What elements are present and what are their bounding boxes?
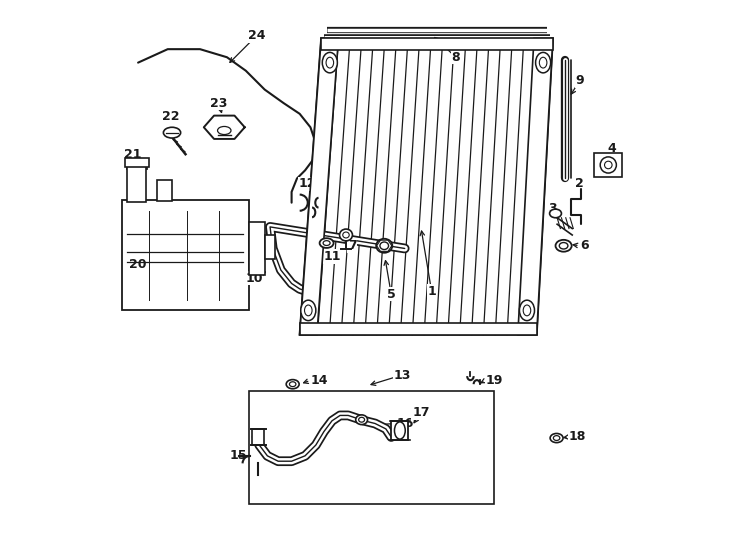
Ellipse shape bbox=[550, 209, 562, 218]
Polygon shape bbox=[517, 38, 553, 335]
Text: 9: 9 bbox=[575, 74, 584, 87]
Bar bbox=[249, 391, 493, 504]
Text: 13: 13 bbox=[393, 368, 411, 382]
Text: 8: 8 bbox=[451, 51, 460, 64]
Ellipse shape bbox=[600, 157, 617, 173]
Text: 4: 4 bbox=[608, 143, 617, 156]
Bar bbox=[249, 221, 265, 275]
Polygon shape bbox=[321, 38, 553, 50]
Text: 2: 2 bbox=[575, 177, 584, 190]
Text: 24: 24 bbox=[248, 29, 265, 42]
Text: 18: 18 bbox=[569, 430, 586, 443]
Text: 17: 17 bbox=[412, 406, 429, 419]
Ellipse shape bbox=[286, 380, 299, 389]
Polygon shape bbox=[204, 116, 244, 139]
Text: 22: 22 bbox=[161, 110, 179, 123]
Bar bbox=[125, 158, 149, 166]
Bar bbox=[127, 165, 146, 201]
Text: 11: 11 bbox=[323, 250, 341, 263]
Ellipse shape bbox=[340, 229, 352, 241]
Ellipse shape bbox=[164, 127, 181, 138]
Text: 12: 12 bbox=[299, 177, 316, 190]
Text: 21: 21 bbox=[124, 148, 142, 161]
Bar bbox=[122, 200, 249, 310]
Bar bbox=[595, 153, 622, 177]
Text: 10: 10 bbox=[245, 272, 263, 285]
Ellipse shape bbox=[319, 238, 334, 248]
Text: 7: 7 bbox=[348, 239, 357, 252]
Bar bbox=[252, 429, 264, 445]
Text: 19: 19 bbox=[485, 374, 503, 387]
Bar bbox=[391, 421, 409, 440]
Text: 16: 16 bbox=[396, 417, 414, 430]
Ellipse shape bbox=[376, 239, 392, 253]
Ellipse shape bbox=[394, 422, 405, 439]
Ellipse shape bbox=[550, 434, 563, 443]
Ellipse shape bbox=[322, 52, 338, 73]
Text: 20: 20 bbox=[129, 258, 147, 271]
Text: 5: 5 bbox=[387, 288, 396, 301]
Ellipse shape bbox=[556, 240, 572, 252]
Text: 23: 23 bbox=[210, 97, 228, 110]
Text: 6: 6 bbox=[580, 239, 589, 252]
Text: 1: 1 bbox=[427, 285, 436, 298]
Bar bbox=[157, 179, 172, 201]
Ellipse shape bbox=[356, 415, 368, 424]
Polygon shape bbox=[299, 323, 537, 335]
Ellipse shape bbox=[536, 52, 550, 73]
Polygon shape bbox=[299, 38, 338, 335]
Ellipse shape bbox=[520, 300, 534, 321]
Text: 3: 3 bbox=[548, 201, 557, 214]
Text: 14: 14 bbox=[310, 374, 328, 387]
Bar bbox=[265, 235, 275, 259]
Text: 15: 15 bbox=[230, 449, 247, 462]
Ellipse shape bbox=[301, 300, 316, 321]
